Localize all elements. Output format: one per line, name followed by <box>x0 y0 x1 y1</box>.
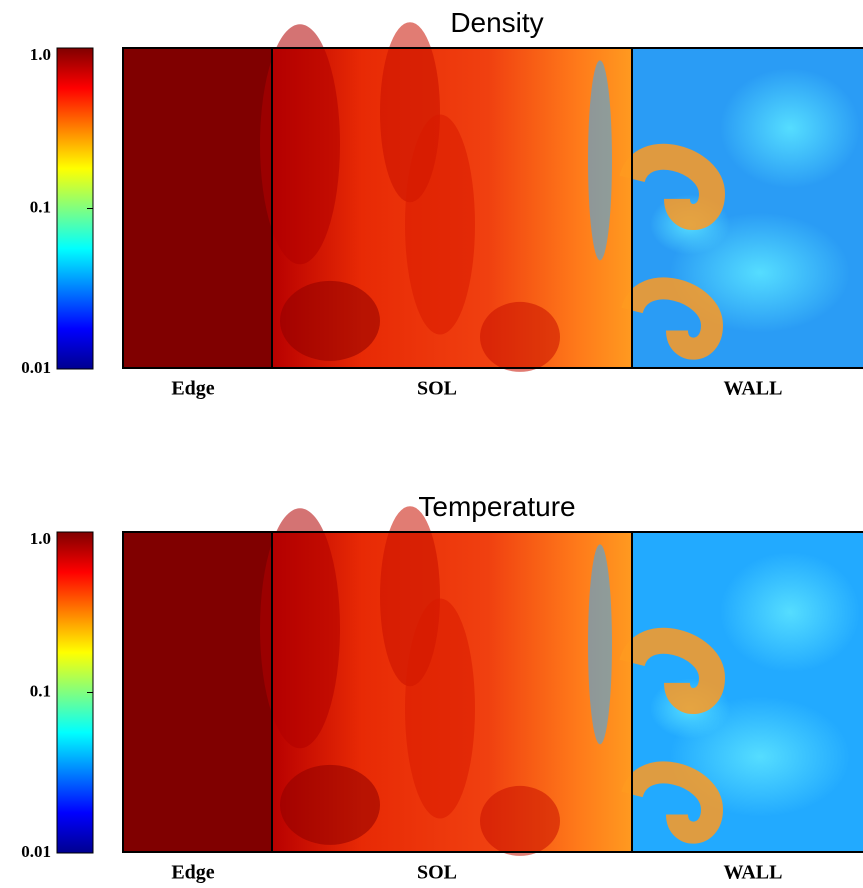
edge-region <box>123 48 272 369</box>
region-label: SOL <box>417 862 457 884</box>
field-structure <box>588 544 612 745</box>
colorbar-tick-label: 0.01 <box>21 358 51 377</box>
colorbar-tick-label: 0.1 <box>30 197 51 216</box>
field-structure <box>621 277 724 360</box>
field-structure <box>260 24 340 265</box>
plot-frame <box>122 47 863 369</box>
colorbar-tick-label: 1.0 <box>30 45 51 64</box>
field-structure <box>720 68 860 189</box>
field-structure <box>621 761 724 844</box>
field-structure <box>280 764 380 845</box>
edge-region <box>123 532 272 853</box>
field-structure <box>405 114 475 335</box>
region-label: WALL <box>724 862 783 884</box>
region-label: WALL <box>724 378 783 400</box>
field-structure <box>260 508 340 749</box>
field-structure <box>619 627 726 714</box>
plot-frame <box>122 531 863 853</box>
panel-title: Temperature <box>418 491 575 522</box>
field-structure <box>720 552 860 673</box>
panel-title: Density <box>450 7 543 38</box>
field-structure <box>405 598 475 819</box>
field-structure <box>280 280 380 361</box>
field-structure <box>480 301 560 372</box>
field-structure <box>588 60 612 261</box>
colorbar-tick-label: 1.0 <box>30 529 51 548</box>
field-structure <box>619 143 726 230</box>
colorbar-tick-label: 0.1 <box>30 681 51 700</box>
region-label: SOL <box>417 378 457 400</box>
colorbar-tick-label: 0.01 <box>21 842 51 861</box>
field-structure <box>480 785 560 856</box>
region-label: Edge <box>171 862 214 884</box>
region-label: Edge <box>171 378 214 400</box>
